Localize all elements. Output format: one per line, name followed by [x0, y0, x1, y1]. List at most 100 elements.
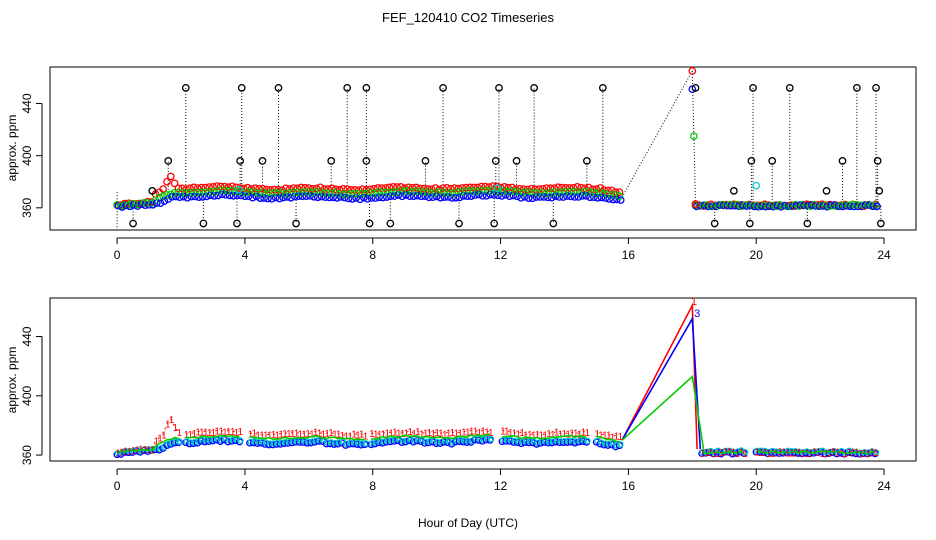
- peak-point: [688, 67, 697, 75]
- series-1-point: [366, 185, 375, 194]
- series-4-point: [534, 439, 541, 447]
- series-1-label: 1: [480, 427, 486, 438]
- x-tick-label: 20: [750, 479, 764, 493]
- series-1-point: [443, 183, 451, 192]
- series-2-point: [362, 189, 371, 198]
- series-1-label: 1: [392, 427, 398, 438]
- series-4-point: [752, 181, 761, 190]
- raw-outlier-point: [803, 219, 812, 228]
- series-1-label: 1: [203, 427, 209, 438]
- series-1-point: [481, 182, 490, 191]
- raw-outlier-point: [490, 219, 499, 228]
- series-1-label: 1: [598, 430, 604, 441]
- series-4-point: [164, 440, 172, 448]
- series-1-label: 1: [606, 431, 612, 442]
- series-1-point: [500, 183, 509, 191]
- bottom-y-axis-label: approx. ppm: [5, 347, 19, 414]
- series-1-point: [397, 183, 405, 191]
- series-1-point: [235, 184, 244, 192]
- series-2-point: [852, 201, 861, 209]
- series-1-label: 1: [562, 429, 568, 440]
- series-2-point: [611, 190, 620, 199]
- series-2-point: [293, 188, 302, 196]
- series-3-point: [356, 195, 364, 204]
- series-1-label: 1: [207, 428, 213, 439]
- series-1-label: 1: [286, 429, 292, 440]
- series-1-label: 1: [248, 430, 254, 441]
- series-1-label: 1: [214, 426, 220, 437]
- series-2-point: [825, 202, 834, 210]
- raw-outlier-point: [512, 157, 521, 165]
- series-2-point: [848, 200, 857, 209]
- series-1-point: [159, 185, 167, 193]
- series-2-point: [558, 188, 566, 197]
- series-1-label: 1: [313, 427, 319, 438]
- series-2-point: [124, 201, 133, 209]
- series-1-label: 1: [377, 430, 383, 441]
- series-4-point: [480, 436, 487, 444]
- series-1-label: 1: [442, 430, 448, 441]
- series-1-line: [596, 432, 620, 437]
- series-1-label: 1: [500, 426, 506, 437]
- series-1-point: [243, 183, 252, 192]
- series-1-label: 1: [434, 428, 440, 439]
- top-data-marks: [113, 67, 885, 232]
- series-2-point: [366, 188, 375, 197]
- raw-outlier-point: [785, 84, 794, 92]
- series-2-point: [795, 202, 803, 210]
- series-1-label: 1: [614, 432, 620, 443]
- raw-outlier-point: [292, 219, 300, 228]
- series-2-point: [385, 188, 394, 197]
- series-1-label: 1: [340, 431, 346, 442]
- series-3-point: [160, 197, 169, 205]
- series-1-label: 1: [512, 429, 518, 440]
- raw-outlier-point: [274, 84, 283, 92]
- series-4-point: [487, 435, 495, 443]
- series-1-label: 1: [290, 429, 296, 440]
- raw-outlier-point: [148, 187, 157, 195]
- series-1-point: [538, 184, 547, 193]
- series-2-point: [542, 189, 551, 198]
- series-1-point: [527, 184, 536, 193]
- series-2-line: [116, 436, 179, 454]
- series-1-label: 1: [415, 427, 421, 438]
- series-1-point: [331, 185, 340, 194]
- series-2-point: [297, 188, 306, 197]
- raw-outlier-point: [233, 219, 241, 228]
- raw-outlier-point: [421, 157, 430, 165]
- series-1-point: [324, 185, 332, 193]
- series-2-point: [209, 187, 217, 195]
- raw-outlier-point: [237, 84, 246, 92]
- series-1-label: 1: [237, 427, 243, 438]
- top-y-axis-label: approx. ppm: [5, 115, 19, 182]
- series-2-point: [581, 187, 589, 196]
- series-1-label: 1: [267, 430, 273, 441]
- series-1-label: 1: [157, 433, 163, 444]
- series-1-label: 1: [278, 430, 284, 441]
- series-4-point: [372, 439, 380, 446]
- series-2-line: [502, 434, 587, 440]
- series-1-point: [212, 182, 221, 190]
- series-2-line: [249, 435, 365, 441]
- series-1-label: 1: [184, 430, 190, 441]
- series-2-point: [427, 188, 436, 197]
- top-y-axis: 360 400 440: [20, 93, 43, 218]
- series-1-point: [573, 183, 582, 191]
- series-1-label: 1: [446, 428, 452, 439]
- series-1-point: [515, 184, 524, 193]
- series-1-point: [166, 172, 175, 181]
- series-1-point: [335, 185, 344, 194]
- series-2-line: [701, 450, 745, 455]
- series-1-label: 1: [450, 428, 456, 439]
- series-1-point: [358, 185, 367, 194]
- series-2-point: [554, 188, 562, 197]
- raw-outlier-point: [181, 84, 190, 92]
- series-1-label: 1: [527, 430, 533, 441]
- series-1-label: 1: [328, 428, 334, 439]
- raw-outlier-point: [362, 84, 371, 92]
- series-1-label: 1: [411, 429, 417, 440]
- series-1-label: 1: [577, 429, 583, 440]
- y-tick-label: 400: [20, 145, 34, 165]
- series-1-point: [381, 184, 390, 192]
